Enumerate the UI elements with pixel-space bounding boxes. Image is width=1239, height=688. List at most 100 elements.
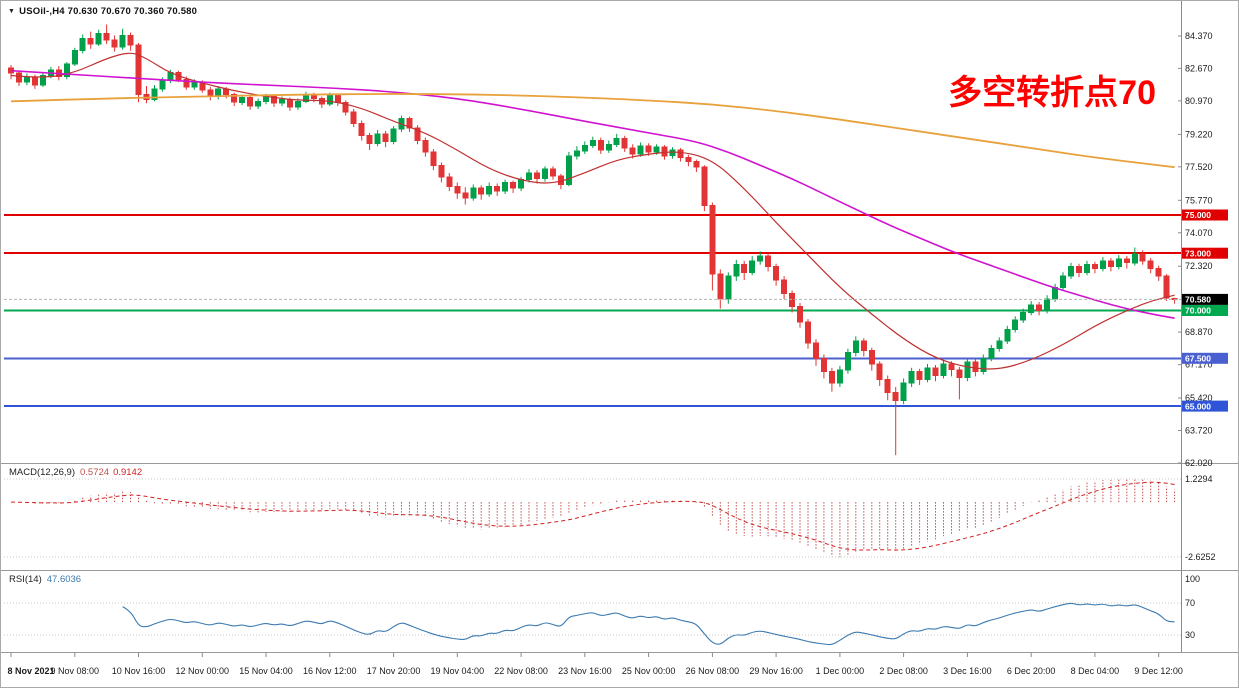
candle-body: [836, 369, 843, 384]
candle-body: [366, 135, 373, 144]
candle-body: [988, 348, 995, 359]
candle-body: [1004, 329, 1011, 342]
price-axis-label: 75.770: [1185, 195, 1213, 205]
candle-body: [1131, 253, 1138, 264]
candle-body: [71, 50, 78, 65]
candle-body: [789, 292, 796, 308]
candle-body: [765, 255, 772, 268]
candle-body: [589, 140, 596, 146]
time-axis-label: 1 Dec 00:00: [816, 666, 865, 676]
rsi-axis-label: 70: [1185, 598, 1195, 608]
time-axis-label: 3 Dec 16:00: [943, 666, 992, 676]
candle-body: [239, 97, 246, 103]
macd-signal-value: 0.9142: [113, 467, 143, 478]
candle-body: [430, 151, 437, 166]
candle-body: [1147, 260, 1154, 269]
price-tag-70.000: [1182, 305, 1228, 316]
candle-body: [581, 144, 588, 152]
time-axis-label: 8 Dec 04:00: [1071, 666, 1120, 676]
candle-body: [111, 39, 118, 48]
candle-body: [1036, 304, 1043, 311]
candle-body: [733, 264, 740, 277]
time-axis-label: 9 Dec 12:00: [1134, 666, 1183, 676]
candle-body: [183, 78, 190, 88]
candle-body: [534, 172, 540, 180]
ohlc-readout: 70.630 70.670 70.360 70.580: [67, 6, 198, 17]
candle-body: [294, 100, 301, 108]
candle-body: [956, 369, 963, 378]
time-axis-label: 23 Nov 16:00: [558, 666, 612, 676]
candle-body: [900, 382, 907, 401]
candle-body: [422, 140, 429, 153]
candle-body: [414, 127, 421, 141]
macd-name: MACD(12,26,9): [9, 467, 75, 478]
candle-body: [565, 155, 572, 186]
candle-body: [964, 361, 971, 378]
candle-body: [685, 157, 692, 162]
candle-body: [1139, 253, 1146, 262]
candle-body: [892, 392, 899, 401]
candle-body: [940, 363, 947, 376]
candle-body: [844, 352, 851, 371]
candle-body: [95, 33, 102, 45]
candle-body: [263, 96, 269, 102]
candle-body: [828, 371, 835, 384]
price-axis-label: 80.970: [1185, 96, 1213, 106]
time-axis-label: 6 Dec 20:00: [1007, 666, 1056, 676]
price-axis-label: 72.320: [1185, 261, 1213, 271]
candle-body: [462, 192, 469, 199]
candle-body: [279, 98, 285, 104]
candle-body: [23, 76, 30, 83]
candle-body: [478, 187, 485, 195]
candle-body: [255, 100, 262, 107]
candle-body: [191, 81, 198, 88]
ma-fast-line: [10, 52, 1175, 370]
candle-body: [231, 94, 238, 103]
candle-body: [709, 204, 716, 275]
candle-body: [502, 182, 509, 192]
price-annotation-text: 多空转折点70: [948, 74, 1156, 112]
candle-body: [980, 357, 987, 373]
candle-body: [741, 264, 748, 273]
macd-main-value: 0.5724: [80, 467, 110, 478]
candle-body: [87, 37, 94, 45]
time-axis-label: 25 Nov 00:00: [622, 666, 676, 676]
candle-body: [1084, 264, 1090, 273]
rsi-indicator-label: RSI(14) 47.6036: [9, 574, 81, 585]
candle-body: [486, 185, 493, 195]
candle-body: [932, 367, 939, 376]
symbol-timeframe: USOil-,H4: [19, 6, 65, 17]
candle-body: [725, 275, 732, 300]
dropdown-triangle-icon[interactable]: ▼: [8, 8, 16, 15]
candle-body: [151, 88, 158, 100]
candle-body: [494, 185, 501, 192]
candle-body: [446, 176, 453, 187]
candle-body: [637, 145, 644, 155]
price-tag-73.000: [1182, 247, 1228, 259]
candle-body: [605, 143, 612, 151]
candle-body: [1115, 258, 1122, 267]
rsi-line: [122, 602, 1175, 646]
price-axis-label: 77.520: [1185, 162, 1213, 172]
price-tag-75.000: [1182, 209, 1228, 221]
candle-body: [470, 187, 477, 199]
candle-body: [542, 168, 548, 180]
candle-body: [374, 133, 381, 144]
rsi-axis-label: 30: [1185, 630, 1195, 640]
time-axis-label: 10 Nov 16:00: [112, 666, 166, 676]
candle-body: [868, 350, 875, 365]
price-axis-label: 68.870: [1185, 327, 1213, 337]
candle-body: [127, 34, 134, 46]
candle-body: [406, 118, 413, 129]
ma-slow-line: [10, 93, 1175, 169]
time-axis-label: 8 Nov 2021: [7, 666, 54, 676]
candle-body: [119, 34, 126, 48]
symbol-header: ▼ USOil-,H4 70.630 70.670 70.360 70.580: [8, 6, 197, 17]
candle-body: [79, 37, 86, 52]
candle-body: [661, 146, 668, 157]
time-axis-label: 26 Nov 08:00: [686, 666, 740, 676]
candle-body: [1099, 260, 1106, 269]
candle-body: [1028, 304, 1035, 313]
candle-body: [645, 145, 652, 153]
